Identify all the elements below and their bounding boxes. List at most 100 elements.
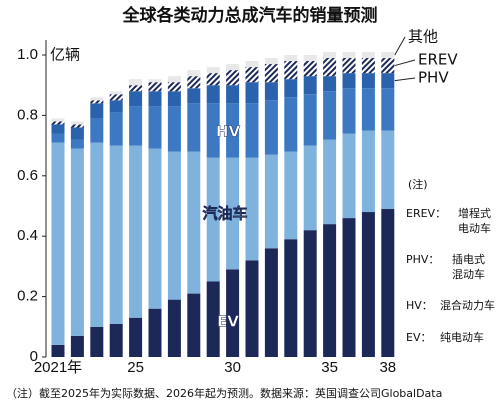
bar-segment [342, 218, 356, 357]
note-text: 增程式 [458, 206, 491, 220]
x-tick-label: 25 [127, 359, 144, 376]
bar-segment [148, 79, 162, 83]
bar-segment [361, 130, 375, 213]
bar-segment [206, 67, 220, 74]
bar-segment [70, 335, 84, 357]
bar-segment [148, 308, 162, 357]
y-tick-label: 1.0 [17, 46, 38, 63]
note-text: 纯电动车 [440, 330, 484, 344]
bar-segment [381, 58, 395, 74]
bar-segment [226, 85, 240, 104]
bar-segment [206, 281, 220, 357]
bar-segment [245, 82, 259, 104]
bar-segment [342, 73, 356, 89]
bar-segment [264, 100, 278, 155]
bar-segment [51, 133, 65, 143]
bar-segment [90, 142, 104, 327]
bar-segment [167, 82, 181, 92]
bar-segment [284, 61, 298, 80]
bar-segment [323, 139, 337, 225]
bar-segment [90, 118, 104, 143]
bar-segment [381, 88, 395, 131]
bar-segment [226, 103, 240, 158]
bar-segment [245, 67, 259, 83]
bar-segment [148, 82, 162, 92]
legend-label: EREV [418, 51, 458, 69]
bar-segment [342, 51, 356, 59]
note-key: HV： [406, 299, 433, 312]
bar-segment [109, 100, 123, 113]
bar-segment [109, 145, 123, 324]
series-label: HV [216, 123, 241, 141]
bar-segment [109, 91, 123, 95]
bar-segment [51, 142, 65, 345]
bar-segment [264, 154, 278, 249]
note-key: PHV： [406, 253, 439, 266]
legend-leader [394, 59, 416, 67]
bar-segment [51, 118, 65, 122]
x-tick-label: 2021年 [34, 359, 82, 376]
bar-segment [167, 91, 181, 107]
bar-segment [381, 209, 395, 357]
bar-segment [129, 91, 143, 107]
y-tick-label: 0.4 [17, 227, 38, 244]
series-label: 汽油车 [202, 205, 247, 223]
bar-segment [284, 97, 298, 152]
bar-segment [284, 79, 298, 98]
bar-segment [51, 344, 65, 357]
bar-segment [129, 79, 143, 86]
bar-segment [303, 76, 317, 95]
bar-segment [323, 58, 337, 77]
bar-segment [187, 103, 201, 152]
bar-segment [70, 124, 84, 128]
bar-segment [361, 58, 375, 74]
bar-segment [342, 58, 356, 74]
bar-segment [167, 151, 181, 300]
bar-segment [264, 58, 278, 65]
bar-segment [226, 70, 240, 86]
bar-segment [284, 239, 298, 357]
bar-segment [187, 70, 201, 77]
bar-segment [381, 73, 395, 89]
bar-segment [245, 157, 259, 261]
note-key: EREV： [406, 207, 446, 220]
bar-segment [361, 73, 375, 89]
bar-segment [129, 145, 143, 318]
legend-leader [394, 36, 406, 56]
bar-segment [148, 91, 162, 107]
y-tick-label: 0.6 [17, 167, 38, 184]
bar-segment [303, 55, 317, 62]
bar-segment [342, 88, 356, 134]
bar-segment [90, 103, 104, 119]
bar-segment [70, 148, 84, 336]
bar-segment [206, 157, 220, 282]
bar-segment [90, 97, 104, 101]
bar-segment [206, 73, 220, 86]
bar-segment [167, 76, 181, 83]
bar-segment [148, 106, 162, 149]
bar-segment [284, 55, 298, 62]
legend-leader [394, 77, 416, 82]
bar-segment [245, 103, 259, 158]
bar-segment [264, 82, 278, 101]
bar-segment [206, 103, 220, 158]
y-axis-unit: 亿辆 [50, 46, 80, 64]
bar-segment [323, 51, 337, 59]
bar-segment [70, 127, 84, 140]
x-tick-label: 38 [379, 359, 396, 376]
bar-segment [70, 121, 84, 125]
chart-title: 全球各类动力总成汽车的销量预测 [122, 5, 378, 26]
bar-segment [303, 145, 317, 231]
legend-label: PHV [418, 69, 449, 87]
bar-segment [187, 88, 201, 104]
bar-segment [51, 124, 65, 134]
bar-segment [264, 64, 278, 83]
note-text: 插电式 [452, 252, 485, 266]
bar-segment [187, 76, 201, 89]
bar-segment [264, 248, 278, 357]
note-key: EV： [406, 331, 431, 344]
bar-segment [90, 326, 104, 357]
y-tick-label: 0.8 [17, 106, 38, 123]
bar-segment [167, 299, 181, 357]
bar-segment [90, 100, 104, 104]
